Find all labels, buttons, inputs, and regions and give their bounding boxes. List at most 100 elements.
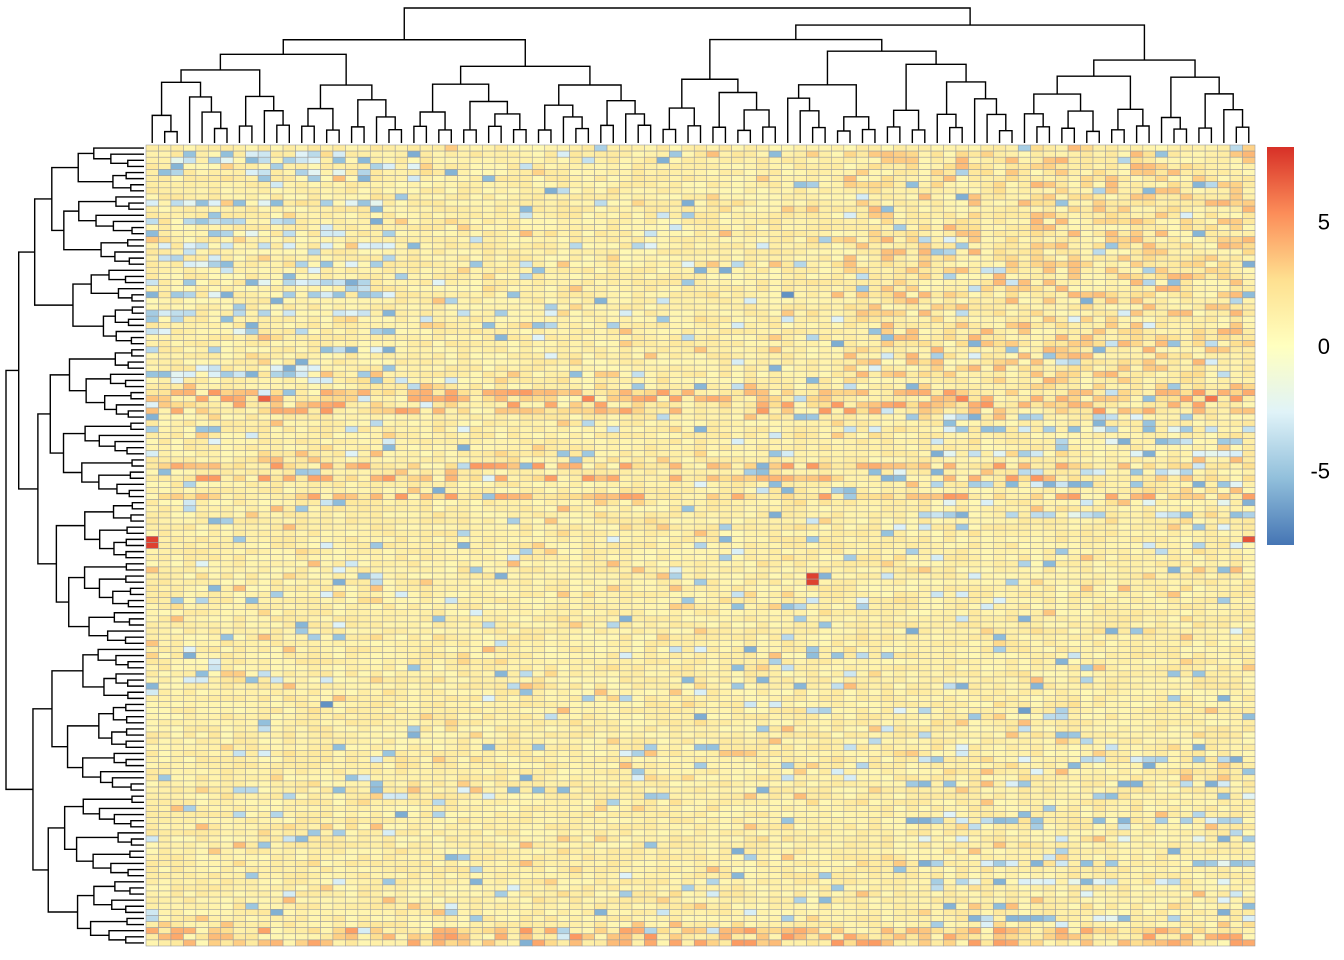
heatmap-cell: [170, 291, 184, 299]
heatmap-cell: [1142, 273, 1156, 280]
heatmap-cell: [1055, 322, 1069, 329]
heatmap-cell: [1142, 309, 1156, 317]
heatmap-cell: [718, 364, 732, 372]
heatmap-cell: [905, 432, 919, 439]
heatmap-cell: [793, 211, 807, 219]
heatmap-cell: [544, 163, 558, 170]
heatmap-cell: [594, 144, 608, 152]
heatmap-cell: [1229, 230, 1243, 238]
heatmap-cell: [469, 315, 483, 323]
heatmap-cell: [1005, 444, 1019, 452]
heatmap-cell: [1242, 340, 1256, 348]
heatmap-cell: [1242, 389, 1256, 396]
heatmap-cell: [232, 383, 246, 390]
heatmap-cell: [1155, 187, 1169, 195]
heatmap-cell: [918, 334, 932, 341]
dendrogram-branch: [180, 69, 261, 97]
heatmap-cell: [382, 432, 396, 439]
heatmap-cell: [208, 340, 222, 348]
heatmap-cell: [793, 291, 807, 299]
heatmap-cell: [993, 303, 1007, 311]
heatmap-cell: [706, 211, 720, 219]
heatmap-cell: [357, 150, 371, 158]
heatmap-cell: [606, 156, 620, 164]
heatmap-cell: [619, 218, 633, 225]
heatmap-cell: [158, 193, 172, 201]
heatmap-cell: [606, 389, 620, 396]
heatmap-cell: [556, 230, 570, 238]
heatmap-cell: [482, 456, 496, 464]
heatmap-cell: [1229, 273, 1243, 280]
heatmap-cell: [768, 199, 782, 207]
heatmap-cell: [693, 383, 708, 390]
heatmap-cell: [993, 383, 1007, 390]
heatmap-cell: [544, 377, 558, 384]
heatmap-cell: [482, 315, 496, 323]
heatmap-cell: [1042, 224, 1056, 231]
heatmap-cell: [183, 285, 197, 293]
dendrogram-branch: [124, 275, 144, 284]
heatmap-cell: [320, 242, 334, 250]
heatmap-cell: [743, 279, 757, 286]
heatmap-cell: [781, 175, 795, 182]
heatmap-cell: [868, 401, 882, 409]
heatmap-cell: [145, 315, 159, 323]
dendrogram-branch: [108, 930, 144, 941]
heatmap-cell: [407, 291, 421, 299]
heatmap-cell: [1242, 236, 1256, 244]
heatmap-cell: [594, 315, 608, 323]
heatmap-cell: [606, 303, 620, 311]
heatmap-cell: [631, 450, 645, 458]
heatmap-cell: [320, 254, 334, 262]
heatmap-cell: [556, 346, 570, 354]
heatmap-cell: [644, 273, 658, 280]
heatmap-cell: [1055, 297, 1069, 305]
heatmap-cell: [145, 438, 159, 445]
heatmap-cell: [581, 389, 595, 396]
heatmap-cell: [270, 377, 284, 384]
heatmap-cell: [644, 236, 658, 244]
heatmap-cell: [880, 248, 894, 256]
heatmap-cell: [1080, 169, 1094, 176]
heatmap-cell: [893, 169, 907, 176]
heatmap-cell: [1017, 248, 1032, 256]
heatmap-cell: [918, 401, 932, 409]
heatmap-cell: [656, 328, 670, 335]
heatmap-cell: [1030, 383, 1044, 390]
heatmap-cell: [444, 273, 458, 280]
heatmap-cell: [594, 419, 608, 427]
heatmap-cell: [195, 389, 209, 396]
heatmap-cell: [382, 407, 396, 415]
heatmap-cell: [855, 364, 870, 372]
heatmap-cell: [1130, 462, 1144, 470]
heatmap-cell: [1130, 358, 1144, 366]
heatmap-cell: [930, 193, 944, 201]
heatmap-cell: [220, 236, 234, 244]
heatmap-cell: [718, 248, 732, 256]
heatmap-cell: [158, 205, 172, 213]
heatmap-cell: [656, 389, 670, 396]
heatmap-cell: [1204, 322, 1218, 329]
heatmap-cell: [756, 230, 770, 238]
heatmap-cell: [257, 450, 271, 458]
heatmap-cell: [183, 395, 197, 403]
heatmap-cell: [968, 370, 982, 378]
heatmap-cell: [519, 144, 533, 152]
heatmap-cell: [1167, 419, 1181, 427]
heatmap-cell: [1117, 328, 1131, 335]
heatmap-cell: [320, 175, 334, 182]
heatmap-cell: [930, 285, 944, 293]
heatmap-cell: [868, 438, 882, 445]
heatmap-cell: [145, 175, 159, 182]
heatmap-cell: [220, 462, 234, 470]
heatmap-cell: [1017, 273, 1032, 280]
heatmap-cell: [831, 407, 845, 415]
heatmap-cell: [345, 328, 359, 335]
heatmap-cell: [918, 205, 932, 213]
heatmap-cell: [531, 468, 546, 476]
heatmap-cell: [781, 377, 795, 384]
heatmap-cell: [968, 407, 982, 415]
heatmap-cell: [257, 383, 271, 390]
heatmap-cell: [606, 456, 620, 464]
heatmap-cell: [394, 144, 408, 152]
